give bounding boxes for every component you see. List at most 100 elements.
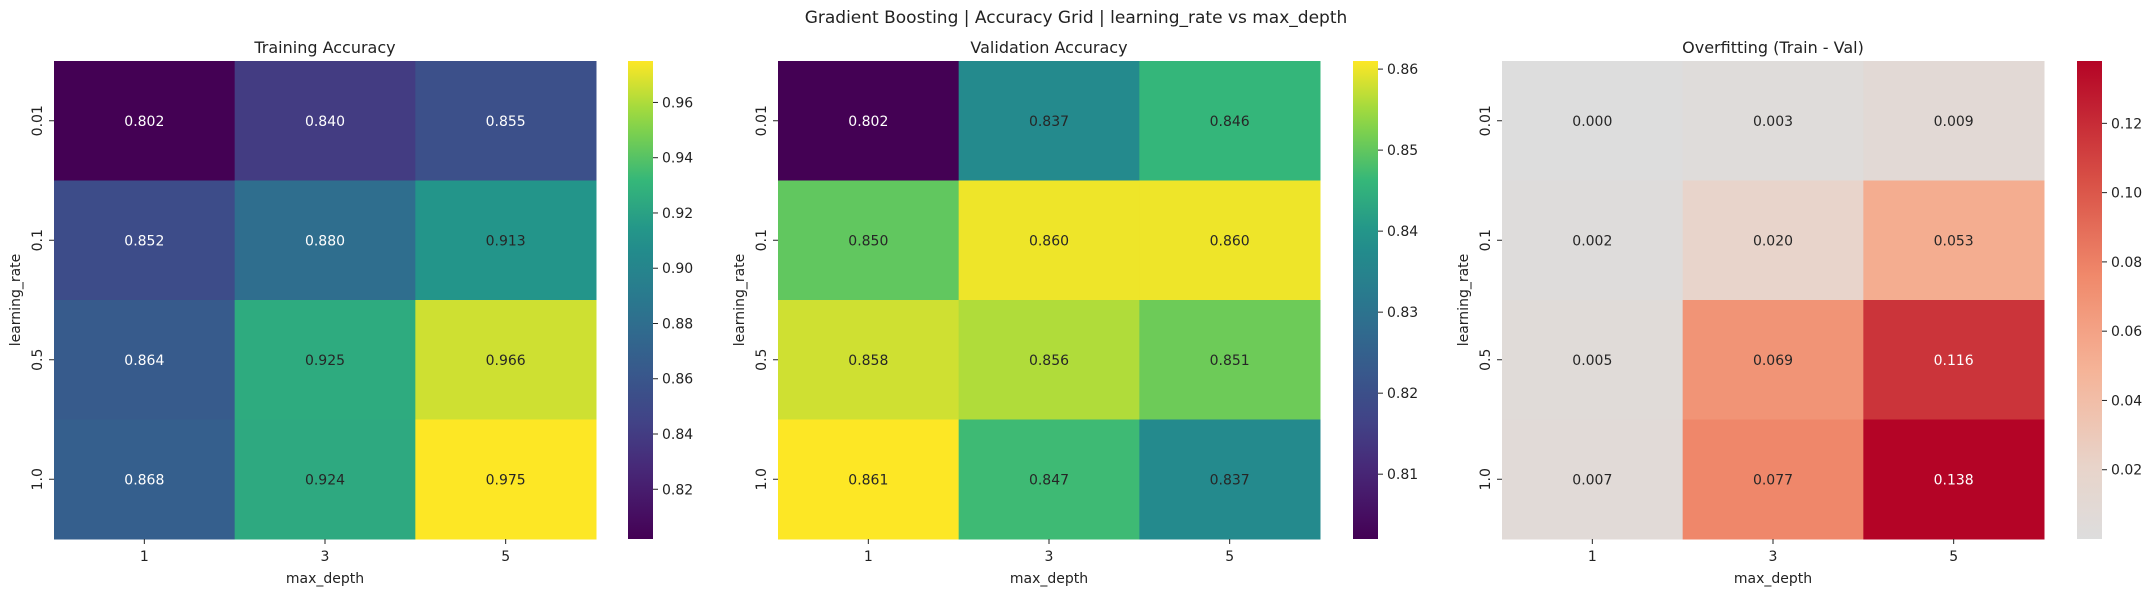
colorbar-tick-label: 0.04 — [2111, 393, 2142, 409]
x-tick-label: 3 — [321, 549, 330, 565]
colorbar-tick-label: 0.85 — [1387, 143, 1418, 159]
heatmap-panel-2: Validation Accuracy 0.802 0.837 0.846 0.850 0… — [732, 38, 1418, 587]
colorbar-tick-label: 0.82 — [662, 482, 693, 498]
y-tick-label: 0.5 — [30, 349, 46, 371]
panel-title: Training Accuracy — [253, 38, 395, 57]
x-axis-label: max_depth — [286, 571, 364, 587]
cell-annotation: 0.913 — [486, 233, 526, 249]
colorbar-tick-label: 0.96 — [662, 95, 693, 111]
heatmap-cell — [958, 419, 1140, 540]
heatmap-panel-3: Overfitting (Train - Val) 0.000 0.003 0.009… — [1456, 38, 2142, 587]
heatmap-cell — [958, 180, 1140, 301]
cell-annotation: 0.975 — [486, 472, 526, 488]
cell-annotation: 0.077 — [1753, 472, 1793, 488]
heatmap-cell — [1863, 419, 2045, 540]
colorbar-tick-label: 0.88 — [662, 316, 693, 332]
colorbar-tick-label: 0.10 — [2111, 186, 2142, 202]
heatmap-cell — [1139, 300, 1321, 420]
cell-annotation: 0.138 — [1934, 472, 1974, 488]
heatmap-cell — [415, 61, 597, 181]
heatmap-cell — [1139, 180, 1321, 301]
cell-annotation: 0.858 — [848, 353, 888, 369]
cell-annotation: 0.924 — [305, 472, 345, 488]
cell-annotation: 0.020 — [1753, 233, 1793, 249]
x-tick-label: 3 — [1769, 549, 1778, 565]
heatmap-cell — [234, 180, 416, 301]
colorbar-tick-label: 0.86 — [1387, 62, 1418, 78]
heatmap-cell — [415, 419, 597, 540]
y-tick-label: 0.1 — [754, 229, 770, 251]
colorbar-tick-label: 0.82 — [1387, 386, 1418, 402]
cell-annotation: 0.802 — [124, 114, 164, 130]
y-tick-label: 0.5 — [754, 349, 770, 371]
colorbar-tick-label: 0.08 — [2111, 255, 2142, 271]
heatmap-cell — [1502, 300, 1684, 420]
x-tick-label: 3 — [1045, 549, 1054, 565]
y-tick-label: 0.1 — [30, 229, 46, 251]
y-tick-label: 1.0 — [1478, 468, 1494, 490]
cell-annotation: 0.837 — [1029, 114, 1069, 130]
x-tick-label: 5 — [1949, 549, 1958, 565]
x-tick-label: 1 — [140, 549, 149, 565]
heatmap-cell — [234, 419, 416, 540]
heatmap-cell — [1682, 300, 1864, 420]
cell-annotation: 0.009 — [1934, 114, 1974, 130]
y-tick-label: 0.1 — [1478, 229, 1494, 251]
heatmap-cell — [1139, 419, 1321, 540]
cell-annotation: 0.856 — [1029, 353, 1069, 369]
cell-annotation: 0.880 — [305, 233, 345, 249]
x-tick-label: 1 — [1588, 549, 1597, 565]
cell-annotation: 0.860 — [1210, 233, 1250, 249]
cell-annotation: 0.002 — [1572, 233, 1612, 249]
x-tick-label: 5 — [501, 549, 510, 565]
cell-annotation: 0.005 — [1572, 353, 1612, 369]
colorbar-tick-label: 0.12 — [2111, 116, 2142, 132]
heatmap-cell — [54, 180, 236, 301]
heatmap-cell — [54, 61, 236, 181]
heatmap-cell — [1682, 419, 1864, 540]
colorbar-tick-label: 0.81 — [1387, 467, 1418, 483]
cell-annotation: 0.855 — [486, 114, 526, 130]
heatmap-cell — [1502, 61, 1684, 181]
heatmap-cell — [1139, 61, 1321, 181]
cell-annotation: 0.069 — [1753, 353, 1793, 369]
cell-annotation: 0.861 — [848, 472, 888, 488]
panel-title: Overfitting (Train - Val) — [1682, 38, 1864, 57]
cell-annotation: 0.847 — [1029, 472, 1069, 488]
heatmap-panel-1: Training Accuracy 0.802 0.840 0.855 0.852 0.8… — [8, 38, 693, 587]
cell-annotation: 0.116 — [1934, 353, 1974, 369]
y-tick-label: 0.01 — [1478, 105, 1494, 136]
x-tick-label: 1 — [864, 549, 873, 565]
cell-annotation: 0.851 — [1210, 353, 1250, 369]
colorbar — [628, 61, 653, 539]
heatmap-cell — [778, 419, 960, 540]
cell-annotation: 0.000 — [1572, 114, 1612, 130]
y-axis-label: learning_rate — [8, 254, 24, 347]
y-axis-label: learning_rate — [1456, 254, 1472, 347]
cell-annotation: 0.053 — [1934, 233, 1974, 249]
heatmap-cell — [1863, 61, 2045, 181]
colorbar-tick-label: 0.83 — [1387, 305, 1418, 321]
heatmap-cell — [234, 61, 416, 181]
heatmap-cell — [54, 419, 236, 540]
heatmap-cell — [958, 61, 1140, 181]
cell-annotation: 0.850 — [848, 233, 888, 249]
colorbar-tick-label: 0.86 — [662, 372, 693, 388]
cell-annotation: 0.868 — [124, 472, 164, 488]
cell-annotation: 0.852 — [124, 233, 164, 249]
y-tick-label: 0.5 — [1478, 349, 1494, 371]
colorbar-tick-label: 0.84 — [1387, 224, 1418, 240]
cell-annotation: 0.966 — [486, 353, 526, 369]
colorbar — [2077, 61, 2102, 539]
y-axis-label: learning_rate — [732, 254, 748, 347]
heatmap-cell — [1502, 419, 1684, 540]
cell-annotation: 0.802 — [848, 114, 888, 130]
x-axis-label: max_depth — [1010, 571, 1088, 587]
y-tick-label: 0.01 — [30, 105, 46, 136]
heatmap-cell — [54, 300, 236, 420]
y-tick-label: 1.0 — [30, 468, 46, 490]
heatmap-cell — [1863, 180, 2045, 301]
heatmap-cell — [958, 300, 1140, 420]
x-axis-label: max_depth — [1734, 571, 1812, 587]
cell-annotation: 0.925 — [305, 353, 345, 369]
